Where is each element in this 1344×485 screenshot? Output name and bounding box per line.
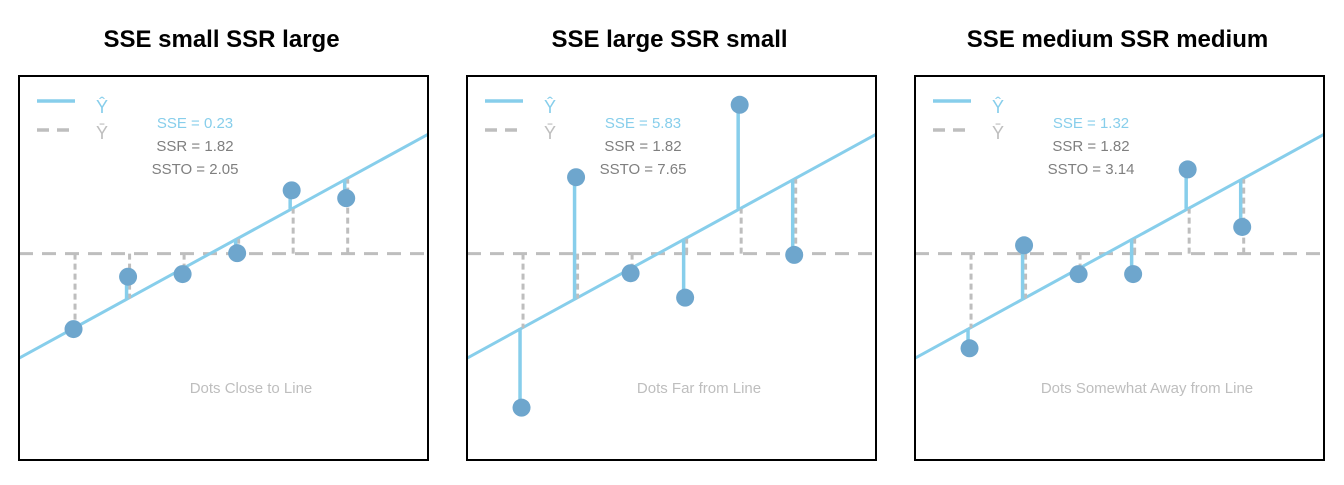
- data-point: [1178, 160, 1197, 179]
- ssto-label: SSTO = 3.14: [1048, 161, 1135, 178]
- panel-title: SSE small SSR large: [103, 26, 339, 53]
- panel-caption: Dots Far from Line: [637, 380, 761, 397]
- data-point: [1015, 236, 1034, 255]
- fitted-line: [915, 132, 1324, 360]
- panel-frame: [18, 75, 429, 461]
- fitted-line: [467, 132, 876, 360]
- legend-fitted-label: Ŷ: [96, 97, 108, 117]
- data-point: [785, 245, 804, 264]
- data-point: [228, 244, 247, 263]
- sse-label: SSE = 0.23: [157, 115, 233, 132]
- legend-mean-label: Ȳ: [992, 123, 1004, 143]
- data-point: [676, 288, 695, 307]
- panel-sse-small: SSE small SSR large SSE = 0.23 SSR = 1.8…: [18, 26, 429, 461]
- panel-title: SSE medium SSR medium: [967, 26, 1268, 53]
- data-point: [173, 265, 192, 284]
- data-point: [730, 95, 749, 114]
- sse-label: SSE = 5.83: [605, 115, 681, 132]
- panel-sse-medium: SSE medium SSR medium SSE = 1.32 SSR = 1…: [914, 26, 1325, 461]
- panel-sse-large: SSE large SSR small SSE = 5.83 SSR = 1.8…: [466, 26, 877, 461]
- data-point: [282, 181, 301, 200]
- data-point: [621, 264, 640, 283]
- data-point: [1233, 217, 1252, 236]
- plot-area: [467, 95, 876, 417]
- panel-frame: [914, 75, 1325, 461]
- legend-mean-label: Ȳ: [96, 123, 108, 143]
- data-point: [567, 168, 586, 187]
- ssto-label: SSTO = 2.05: [152, 161, 239, 178]
- data-point: [1069, 265, 1088, 284]
- legend-mean-label: Ȳ: [544, 123, 556, 143]
- plot-area: [19, 132, 428, 360]
- data-point: [512, 398, 531, 417]
- legend-fitted-label: Ŷ: [992, 97, 1004, 117]
- ssr-label: SSR = 1.82: [604, 138, 681, 155]
- ssr-label: SSR = 1.82: [1052, 138, 1129, 155]
- data-point: [337, 189, 356, 208]
- fitted-line: [19, 132, 428, 360]
- ssto-label: SSTO = 7.65: [600, 161, 687, 178]
- plot-area: [915, 132, 1324, 360]
- panel-caption: Dots Somewhat Away from Line: [1041, 380, 1253, 397]
- panel-frame: [466, 75, 877, 461]
- data-point: [960, 339, 979, 358]
- panel-caption: Dots Close to Line: [190, 380, 313, 397]
- data-point: [64, 320, 83, 339]
- ssr-label: SSR = 1.82: [156, 138, 233, 155]
- sse-label: SSE = 1.32: [1053, 115, 1129, 132]
- panel-title: SSE large SSR small: [551, 26, 787, 53]
- data-point: [1124, 265, 1143, 284]
- data-point: [119, 267, 138, 286]
- legend-fitted-label: Ŷ: [544, 97, 556, 117]
